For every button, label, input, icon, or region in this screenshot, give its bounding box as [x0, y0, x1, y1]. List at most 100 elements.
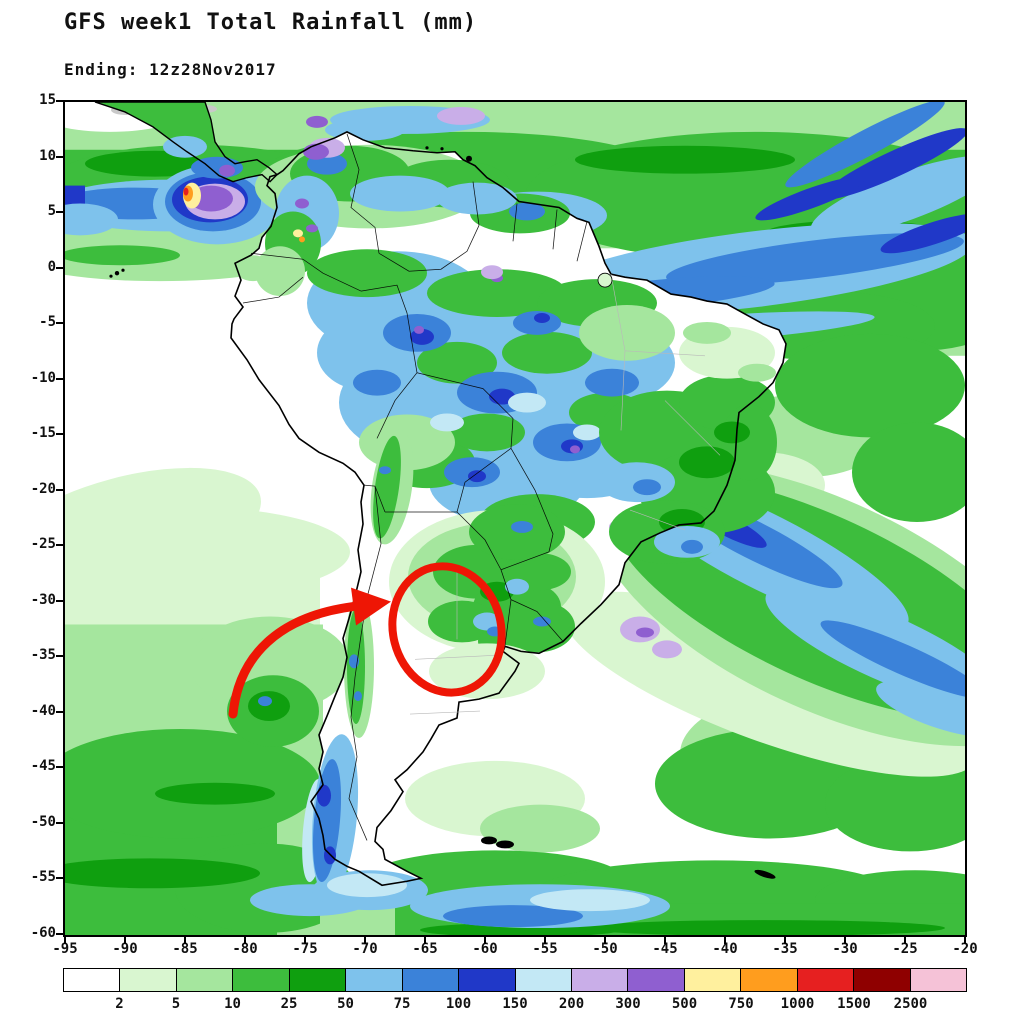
highlight-ellipse — [388, 562, 506, 697]
colorbar-segment — [289, 969, 347, 991]
lon-tick-mark — [184, 937, 186, 944]
colorbar-segment — [910, 969, 966, 991]
colorbar-label: 50 — [337, 996, 354, 1012]
colorbar-label: 1000 — [780, 996, 815, 1012]
map-title: GFS week1 Total Rainfall (mm) — [64, 10, 478, 35]
map-plot-area — [63, 100, 967, 937]
lat-tick-mark — [56, 488, 63, 491]
lon-tick-label: -90 — [112, 941, 138, 957]
lon-tick-mark — [604, 937, 606, 944]
lon-tick-mark — [964, 937, 966, 944]
highlight-annotation — [228, 562, 506, 719]
lon-tick-label: -35 — [772, 941, 798, 957]
colorbar-segment — [233, 969, 290, 991]
lon-tick-mark — [64, 937, 66, 944]
lat-tick-label: -25 — [30, 536, 56, 553]
country-borders — [242, 133, 588, 841]
lon-tick-label: -65 — [412, 941, 438, 957]
lat-tick-mark — [56, 322, 63, 325]
lon-tick-label: -75 — [292, 941, 318, 957]
colorbar-segment — [515, 969, 572, 991]
colorbar-label: 75 — [393, 996, 411, 1012]
lon-tick-label: -50 — [592, 941, 618, 957]
colorbar-segment — [741, 969, 798, 991]
colorbar-label: 150 — [502, 996, 528, 1012]
ocean-rainfall-shading — [65, 102, 965, 935]
colorbar-label: 1500 — [837, 996, 871, 1012]
lat-tick-label: 0 — [47, 258, 56, 275]
lon-tick-mark — [544, 937, 546, 944]
lat-tick-mark — [56, 544, 63, 547]
lat-tick-label: -20 — [30, 480, 56, 497]
lat-tick-mark — [56, 821, 63, 824]
islands — [109, 146, 776, 879]
lat-tick-mark — [56, 877, 63, 880]
lon-tick-mark — [904, 937, 906, 944]
lat-tick-mark — [56, 433, 63, 436]
lon-tick-label: -55 — [532, 941, 558, 957]
lat-tick-mark — [56, 655, 63, 658]
lat-tick-label: 15 — [39, 92, 56, 108]
lat-tick-mark — [56, 377, 63, 380]
lon-tick-mark — [244, 937, 246, 944]
colorbar-segment — [459, 969, 516, 991]
colorbar-segment — [176, 969, 234, 991]
colorbar-label: 500 — [671, 996, 698, 1012]
lat-tick-label: -5 — [39, 314, 56, 331]
colorbar-segment — [628, 969, 685, 991]
lon-tick-label: -25 — [892, 941, 918, 957]
map-valid-time: Ending: 12z28Nov2017 — [64, 60, 277, 79]
colorbar-label: 2 — [115, 996, 124, 1012]
lat-tick-label: -60 — [30, 925, 56, 941]
lon-tick-label: -85 — [172, 941, 198, 957]
lon-tick-mark — [484, 937, 486, 944]
lon-tick-label: -70 — [352, 941, 378, 957]
colorbar-label: 2500 — [893, 996, 928, 1012]
lon-tick-label: -40 — [712, 941, 738, 957]
lat-tick-mark — [56, 155, 63, 158]
colorbar-label: 25 — [280, 996, 298, 1012]
lon-tick-label: -45 — [652, 941, 678, 957]
lat-tick-label: -40 — [30, 702, 56, 719]
land-rainfall-shading — [163, 135, 777, 911]
lon-tick-mark — [424, 937, 426, 944]
colorbar-segment — [797, 969, 855, 991]
lon-tick-mark — [664, 937, 666, 944]
lat-tick-mark — [56, 766, 63, 769]
lon-tick-mark — [124, 937, 126, 944]
colorbar-label: 10 — [224, 996, 241, 1012]
colorbar-segment — [571, 969, 629, 991]
colorbar-segment — [402, 969, 460, 991]
lat-tick-mark — [56, 599, 63, 602]
lat-tick-label: -45 — [30, 758, 56, 775]
colorbar-label: 5 — [171, 996, 181, 1012]
lat-tick-label: -50 — [30, 813, 56, 830]
lat-tick-label: 5 — [47, 203, 56, 220]
lat-tick-label: -35 — [30, 647, 56, 664]
lat-tick-mark — [56, 266, 63, 269]
lat-tick-mark — [56, 211, 63, 214]
lon-tick-mark — [784, 937, 786, 944]
highlight-arrow-head — [351, 587, 391, 626]
lon-tick-label: -60 — [472, 941, 498, 957]
lat-tick-label: -15 — [30, 425, 56, 442]
lat-tick-label: -30 — [30, 591, 56, 608]
lat-tick-label: 10 — [39, 147, 56, 164]
lat-tick-label: -10 — [30, 369, 56, 386]
lat-tick-mark — [56, 933, 63, 935]
lon-tick-label: -95 — [52, 941, 78, 957]
lon-tick-label: -80 — [232, 941, 258, 957]
rainfall-map-canvas — [65, 102, 965, 935]
colorbar-segment — [684, 969, 742, 991]
lat-tick-mark — [56, 710, 63, 713]
lat-tick-mark — [56, 100, 63, 102]
colorbar-label: 200 — [558, 996, 585, 1012]
lon-tick-label: -20 — [952, 941, 978, 957]
colorbar-label: 100 — [445, 996, 472, 1012]
state-borders — [409, 274, 721, 715]
colorbar-segment — [346, 969, 403, 991]
coastlines — [94, 102, 787, 887]
colorbar-segment — [854, 969, 911, 991]
lon-tick-mark — [304, 937, 306, 944]
